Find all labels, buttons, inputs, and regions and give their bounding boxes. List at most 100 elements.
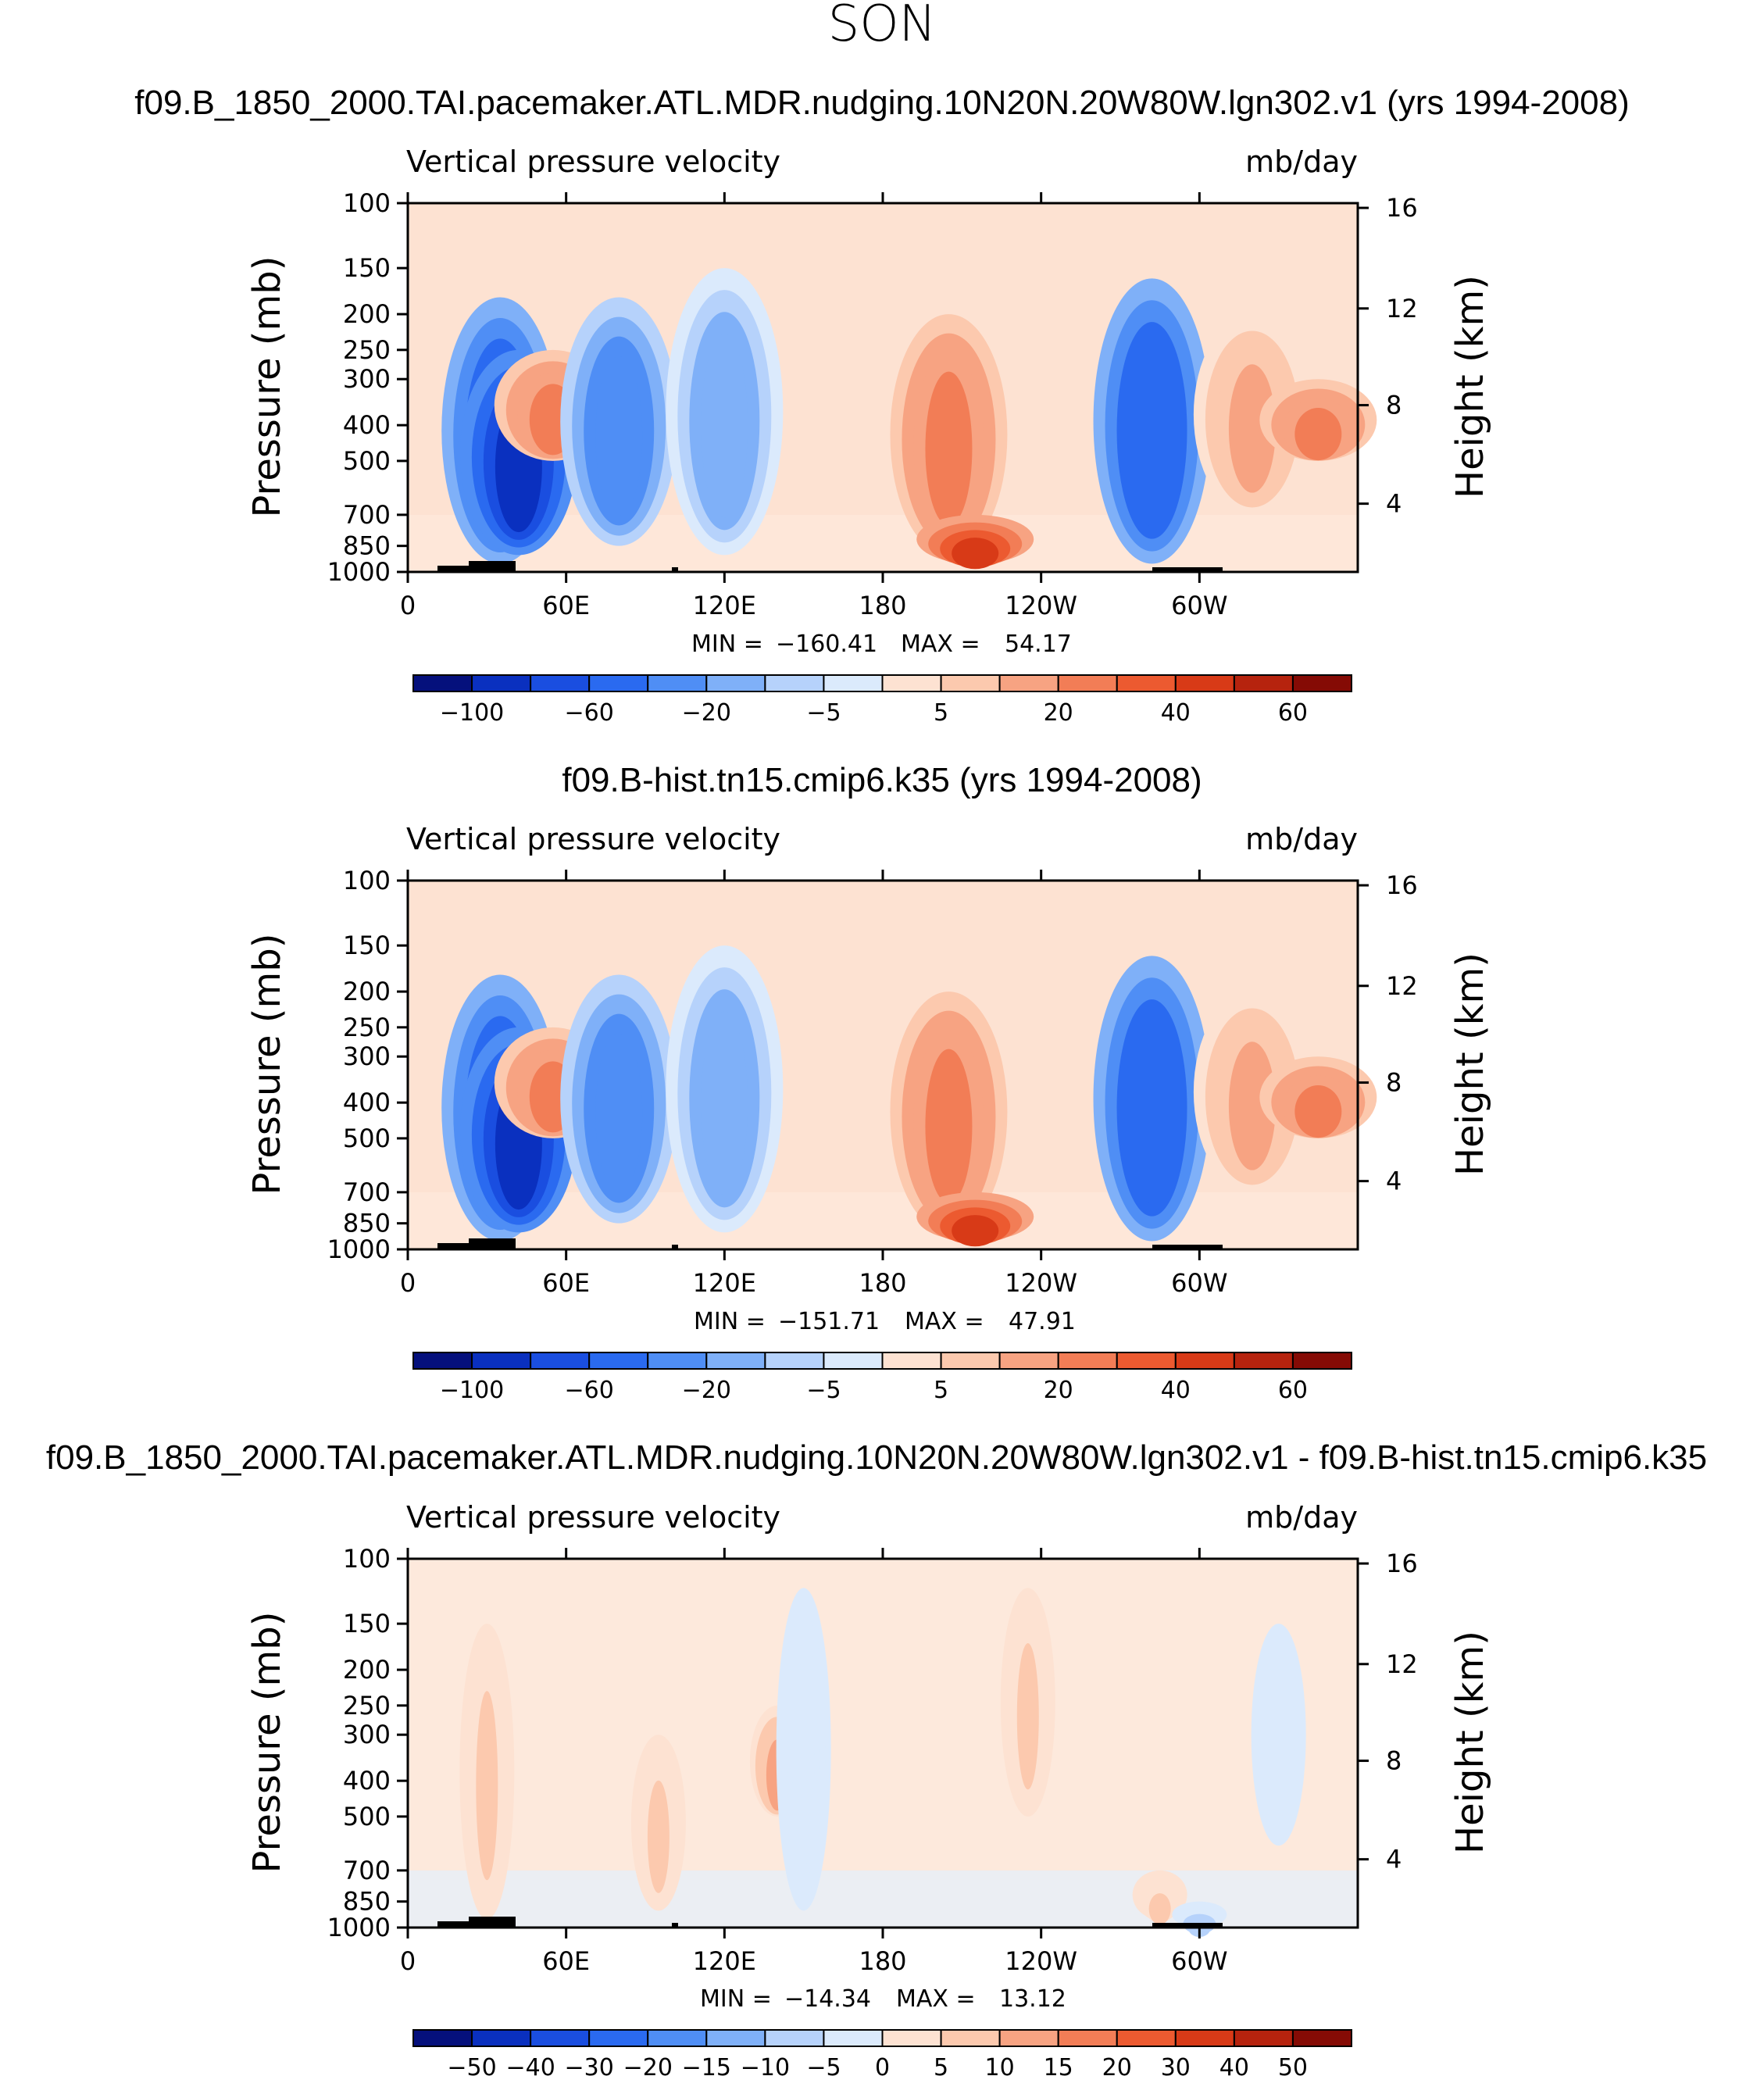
colorbar-label: 30 [1161,2054,1191,2076]
colorbar-swatch [1233,2029,1294,2047]
colorbar-swatch [588,1352,649,1370]
panel-1-ylabel: Pressure (mb) [245,256,289,518]
x-tick-label: 120E [693,591,756,620]
y-tick-label: 300 [343,1720,391,1749]
field-contour-4-3 [1016,1643,1039,1790]
colorbar-label: 20 [1102,2054,1132,2076]
panel-3-ylabel: Pressure (mb) [245,1612,289,1874]
colorbar-swatch [1057,1352,1118,1370]
field-contour-8-3 [1228,364,1276,493]
colorbar-swatch [940,2029,1001,2047]
panel-1-max-label: MAX = [901,631,980,658]
colorbar-label: −50 [447,2054,496,2076]
colorbar-swatch [998,1352,1059,1370]
panel-3: f09.B_1850_2000.TAI.pacemaker.ATL.MDR.nu… [46,1438,1707,2076]
y-tick-label: 200 [343,977,391,1006]
panel-1-max-value: 54.17 [1005,631,1072,658]
colorbar-swatch [764,1352,825,1370]
panel-3-field [408,1559,1358,1938]
x-tick-label: 0 [400,1268,416,1298]
y-tick-label: 1000 [327,1913,391,1942]
colorbar-swatch [412,1352,473,1370]
colorbar-swatch [764,2029,825,2047]
panel-3-max-label: MAX = [896,1985,976,2013]
colorbar-label: −10 [741,2054,790,2076]
x-tick-label: 60W [1171,1946,1227,1976]
colorbar-label: 20 [1044,1377,1073,1404]
panel-3-y2label: Height (km) [1448,1631,1492,1854]
colorbar-swatch [471,1352,532,1370]
y2-tick-label: 4 [1386,489,1402,519]
colorbar-swatch [823,1352,884,1370]
y2-tick-label: 12 [1386,294,1418,323]
colorbar-swatch [1291,1352,1352,1370]
panel-field-lower-band [408,1192,1358,1249]
panel-2-title: f09.B-hist.tn15.cmip6.k35 (yrs 1994-2008… [562,761,1202,799]
colorbar-swatch [998,2029,1059,2047]
colorbar-swatch [471,674,532,692]
colorbar-swatch [588,674,649,692]
topography-mask-2 [672,567,678,572]
y2-tick-label: 8 [1386,1068,1402,1098]
colorbar-label: −20 [682,1377,731,1404]
y-tick-label: 250 [343,335,391,365]
x-tick-label: 120W [1005,1946,1077,1976]
topography-mask-2 [672,1923,678,1928]
x-tick-label: 60E [542,1268,590,1298]
colorbar-swatch [647,674,708,692]
panel-field-background [408,1559,1358,1928]
x-tick-label: 180 [859,591,906,620]
colorbar-swatch [881,2029,942,2047]
colorbar-swatch [1233,1352,1294,1370]
colorbar-label: −100 [440,699,504,727]
colorbar-label: −20 [682,699,731,727]
y-tick-label: 1000 [327,557,391,587]
panel-2-max-label: MAX = [905,1308,984,1335]
y-tick-label: 150 [343,931,391,960]
field-contour-7-3 [1128,344,1176,527]
y2-tick-label: 12 [1386,1649,1418,1679]
colorbar-label: 5 [934,699,948,727]
colorbar-swatch [1174,674,1235,692]
colorbar-label: 60 [1278,1377,1308,1404]
y-tick-label: 400 [343,410,391,440]
colorbar-label: −60 [565,1377,614,1404]
field-contour-7-3 [1267,1678,1290,1821]
y2-tick-label: 12 [1386,971,1418,1001]
colorbar-swatch [412,2029,473,2047]
x-tick-label: 120W [1005,1268,1077,1298]
colorbar-label: 10 [985,2054,1015,2076]
y-tick-label: 150 [343,253,391,283]
x-tick-label: 0 [400,1946,416,1976]
colorbar-swatch [823,2029,884,2047]
colorbar-label: 20 [1044,699,1073,727]
colorbar-swatch [530,1352,591,1370]
y-tick-label: 200 [343,299,391,329]
x-tick-label: 120W [1005,591,1077,620]
y-tick-label: 100 [343,866,391,895]
field-contour-5-3 [925,371,973,526]
topography-mask-3 [1152,1923,1223,1928]
panel-3-variable-label: Vertical pressure velocity [406,1500,780,1535]
topography-mask-2 [672,1245,678,1249]
colorbar-swatch [1174,2029,1235,2047]
panel-2-field [408,881,1377,1249]
panel-1-units-label: mb/day [1245,145,1358,179]
colorbar-label: 5 [934,1377,948,1404]
colorbar-swatch [881,1352,942,1370]
field-contour-6-3 [952,538,999,570]
x-tick-label: 60E [542,1946,590,1976]
colorbar-label: −20 [623,2054,673,2076]
panel-2-min-value: −151.71 [778,1308,880,1335]
panel-2-ylabel: Pressure (mb) [245,934,289,1195]
y-tick-label: 300 [343,364,391,394]
field-contour-5-3 [925,1049,973,1203]
colorbar-swatch [1233,674,1294,692]
panel-1-min-label: MIN = [691,631,763,658]
colorbar-label: −5 [806,1377,841,1404]
panel-1-variable-label: Vertical pressure velocity [406,145,780,179]
x-tick-label: 180 [859,1268,906,1298]
